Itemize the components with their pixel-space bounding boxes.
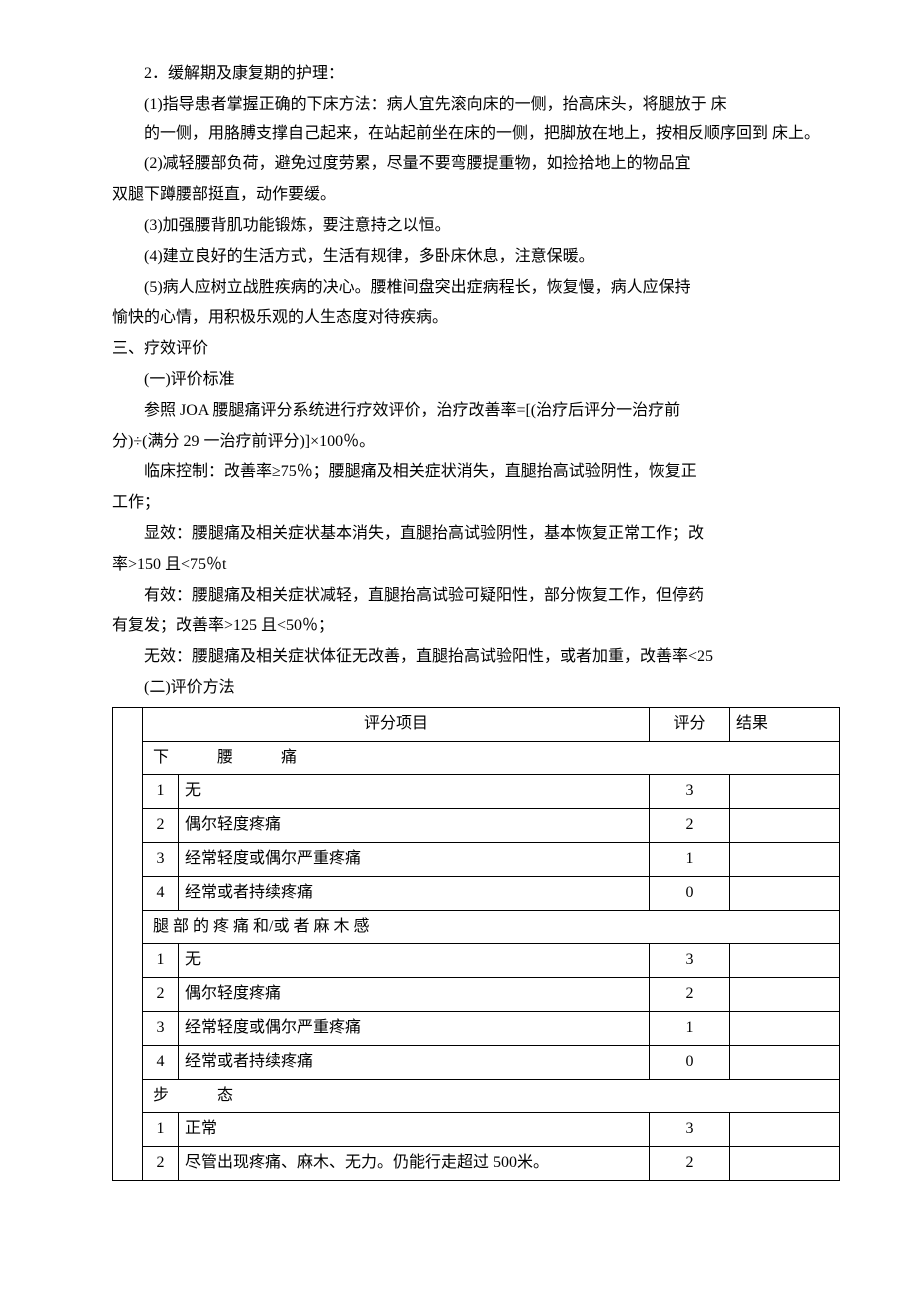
joa-score-table: 评分项目 评分 结果 下 腰 痛 1 无 3 2 偶尔轻度疼痛 2 3 经常轻度… (112, 707, 840, 1181)
row-number: 2 (143, 809, 179, 843)
row-score: 2 (650, 1147, 730, 1181)
row-description: 尽管出现疼痛、麻木、无力。仍能行走超过 500米。 (179, 1147, 650, 1181)
row-description: 经常轻度或偶尔严重疼痛 (179, 1011, 650, 1045)
table-section-header: 腿 部 的 疼 痛 和/或 者 麻 木 感 (143, 910, 840, 944)
table-header-result: 结果 (730, 707, 840, 741)
heading-efficacy: 三、疗效评价 (80, 335, 840, 364)
table-row: 1 正常 3 (113, 1113, 840, 1147)
care-item-5: (5)病人应树立战胜疾病的决心。腰椎间盘突出症病程长，恢复慢，病人应保持 (80, 274, 840, 303)
care-item-2: (2)减轻腰部负荷，避免过度劳累，尽量不要弯腰提重物，如捡拾地上的物品宜 (80, 150, 840, 179)
table-row: 2 偶尔轻度疼痛 2 (113, 809, 840, 843)
row-description: 偶尔轻度疼痛 (179, 809, 650, 843)
heading-method: (二)评价方法 (80, 674, 840, 703)
criteria-clinical-cont: 工作； (80, 489, 840, 518)
criteria-formula: 参照 JOA 腰腿痛评分系统进行疗效评价，治疗改善率=[(治疗后评分一治疗前 (80, 397, 840, 426)
criteria-marked: 显效：腰腿痛及相关症状基本消失，直腿抬高试验阴性，基本恢复正常工作；改 (80, 520, 840, 549)
row-description: 经常或者持续疼痛 (179, 876, 650, 910)
row-score: 3 (650, 775, 730, 809)
table-header-score: 评分 (650, 707, 730, 741)
row-result (730, 876, 840, 910)
row-score: 0 (650, 876, 730, 910)
section-title-2: 2．缓解期及康复期的护理： (80, 60, 840, 89)
row-number: 2 (143, 978, 179, 1012)
criteria-formula-cont: 分)÷(满分 29 一治疗前评分)]×100％。 (80, 428, 840, 457)
row-score: 2 (650, 978, 730, 1012)
row-number: 3 (143, 1011, 179, 1045)
table-row: 1 无 3 (113, 944, 840, 978)
row-result (730, 944, 840, 978)
heading-criteria: (一)评价标准 (80, 366, 840, 395)
table-row: 4 经常或者持续疼痛 0 (113, 1045, 840, 1079)
care-item-4: (4)建立良好的生活方式，生活有规律，多卧床休息，注意保暖。 (80, 243, 840, 272)
table-row: 4 经常或者持续疼痛 0 (113, 876, 840, 910)
row-number: 4 (143, 876, 179, 910)
row-score: 3 (650, 1113, 730, 1147)
row-score: 1 (650, 1011, 730, 1045)
table-row: 3 经常轻度或偶尔严重疼痛 1 (113, 1011, 840, 1045)
row-description: 经常或者持续疼痛 (179, 1045, 650, 1079)
row-result (730, 1045, 840, 1079)
row-result (730, 809, 840, 843)
row-result (730, 842, 840, 876)
row-description: 无 (179, 944, 650, 978)
row-number: 2 (143, 1147, 179, 1181)
criteria-marked-cont: 率>150 且<75％t (80, 551, 840, 580)
row-result (730, 775, 840, 809)
row-score: 0 (650, 1045, 730, 1079)
criteria-effective: 有效：腰腿痛及相关症状减轻，直腿抬高试验可疑阳性，部分恢复工作，但停药 (80, 582, 840, 611)
table-row: 1 无 3 (113, 775, 840, 809)
criteria-clinical: 临床控制：改善率≥75％；腰腿痛及相关症状消失，直腿抬高试验阴性，恢复正 (80, 458, 840, 487)
care-item-3: (3)加强腰背肌功能锻炼，要注意持之以恒。 (80, 212, 840, 241)
row-description: 无 (179, 775, 650, 809)
row-number: 1 (143, 1113, 179, 1147)
row-description: 偶尔轻度疼痛 (179, 978, 650, 1012)
table-header-item: 评分项目 (143, 707, 650, 741)
table-section-header: 下 腰 痛 (143, 741, 840, 775)
row-result (730, 1147, 840, 1181)
table-row: 3 经常轻度或偶尔严重疼痛 1 (113, 842, 840, 876)
row-description: 正常 (179, 1113, 650, 1147)
care-item-5-cont: 愉快的心情，用积极乐观的人生态度对待疾病。 (80, 304, 840, 333)
row-result (730, 1011, 840, 1045)
row-result (730, 1113, 840, 1147)
row-number: 4 (143, 1045, 179, 1079)
row-score: 2 (650, 809, 730, 843)
care-item-1: (1)指导患者掌握正确的下床方法：病人宜先滚向床的一侧，抬高床头，将腿放于 床 … (80, 91, 840, 149)
row-number: 1 (143, 775, 179, 809)
care-item-2-cont: 双腿下蹲腰部挺直，动作要缓。 (80, 181, 840, 210)
row-number: 3 (143, 842, 179, 876)
row-score: 3 (650, 944, 730, 978)
table-row: 2 偶尔轻度疼痛 2 (113, 978, 840, 1012)
criteria-effective-cont: 有复发；改善率>125 且<50％； (80, 612, 840, 641)
row-result (730, 978, 840, 1012)
table-row: 2 尽管出现疼痛、麻木、无力。仍能行走超过 500米。 2 (113, 1147, 840, 1181)
row-number: 1 (143, 944, 179, 978)
row-description: 经常轻度或偶尔严重疼痛 (179, 842, 650, 876)
criteria-ineffective: 无效：腰腿痛及相关症状体征无改善，直腿抬高试验阳性，或者加重，改善率<25 (80, 643, 840, 672)
table-left-margin (113, 707, 143, 1180)
table-section-header: 步 态 (143, 1079, 840, 1113)
row-score: 1 (650, 842, 730, 876)
